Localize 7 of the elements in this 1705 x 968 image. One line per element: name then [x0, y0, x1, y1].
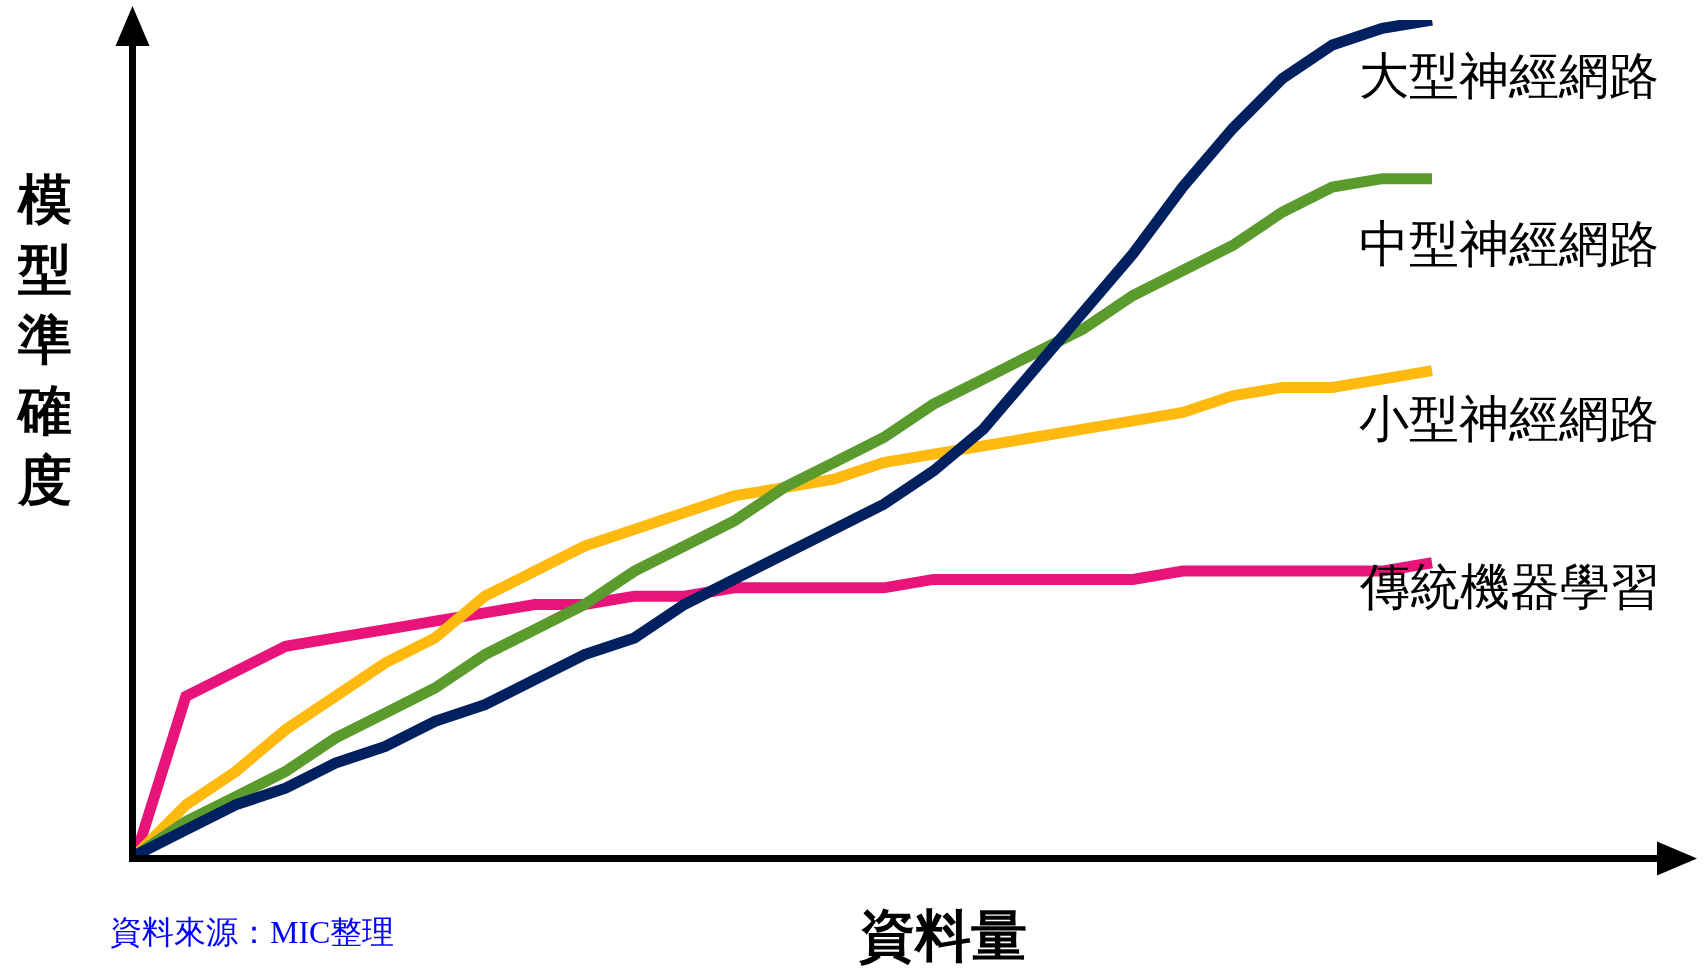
y-axis-title: 模型準確度 — [16, 168, 72, 512]
series-label: 小型神經網路 — [1359, 390, 1659, 448]
series-label: 中型神經網路 — [1359, 215, 1659, 273]
series-label: 傳統機器學習 — [1359, 558, 1660, 616]
x-axis-title: 資料量 — [859, 903, 1027, 968]
source-note: 資料來源：MIC整理 — [110, 914, 395, 950]
series-label: 大型神經網路 — [1359, 47, 1659, 105]
